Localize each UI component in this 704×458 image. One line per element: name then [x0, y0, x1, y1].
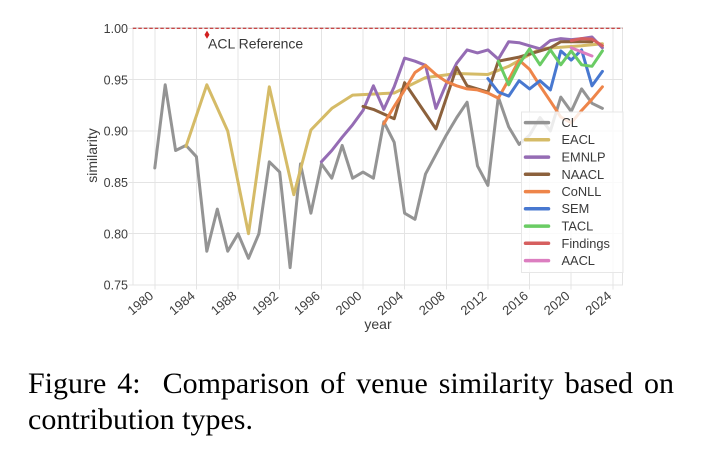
svg-text:AACL: AACL	[562, 253, 595, 268]
svg-text:2020: 2020	[541, 288, 573, 318]
svg-text:CoNLL: CoNLL	[562, 184, 602, 199]
svg-text:year: year	[364, 316, 392, 332]
svg-text:0.95: 0.95	[104, 73, 128, 87]
svg-text:ACL Reference: ACL Reference	[208, 36, 303, 52]
svg-text:2016: 2016	[499, 288, 531, 318]
svg-text:NAACL: NAACL	[562, 167, 605, 182]
svg-text:1992: 1992	[249, 288, 281, 318]
svg-text:0.80: 0.80	[104, 227, 128, 241]
svg-text:1.00: 1.00	[104, 22, 128, 36]
svg-text:TACL: TACL	[562, 219, 594, 234]
svg-text:CL: CL	[562, 115, 578, 130]
svg-text:EMNLP: EMNLP	[562, 150, 606, 165]
svg-text:2004: 2004	[374, 288, 406, 318]
svg-text:2008: 2008	[416, 288, 448, 318]
svg-text:similarity: similarity	[84, 128, 100, 182]
svg-text:2024: 2024	[582, 288, 614, 318]
svg-text:Findings: Findings	[562, 236, 610, 251]
svg-text:1996: 1996	[291, 288, 323, 318]
svg-text:2012: 2012	[458, 288, 490, 318]
svg-text:1988: 1988	[208, 288, 240, 318]
svg-text:0.90: 0.90	[104, 125, 128, 139]
svg-text:SEM: SEM	[562, 201, 590, 216]
svg-text:2000: 2000	[333, 288, 365, 318]
svg-text:1984: 1984	[166, 288, 198, 318]
svg-text:0.75: 0.75	[104, 279, 128, 293]
svg-text:EACL: EACL	[562, 132, 595, 147]
svg-text:0.85: 0.85	[104, 176, 128, 190]
svg-text:1980: 1980	[124, 288, 156, 318]
